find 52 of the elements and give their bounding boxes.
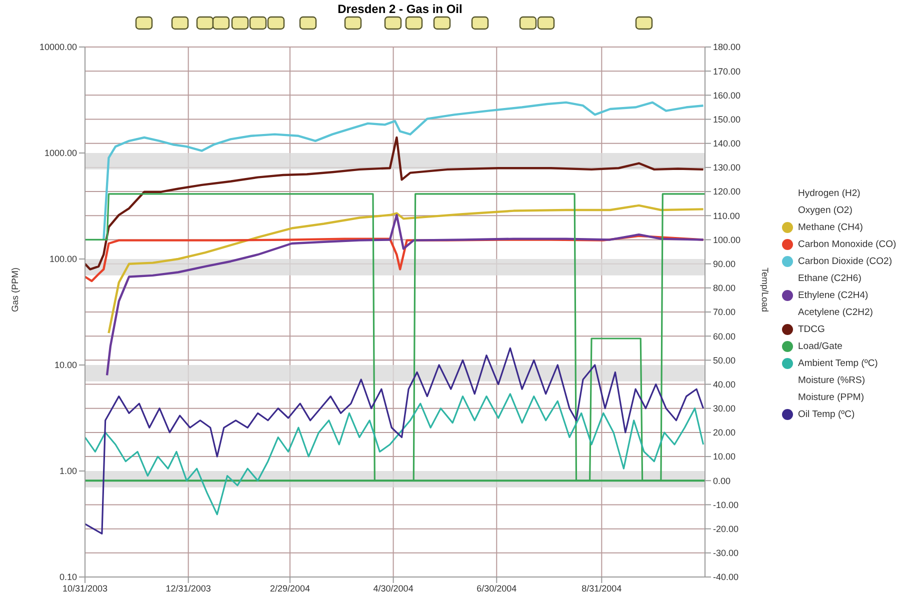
y2-tick-label: -30.00 <box>713 548 739 558</box>
y-tick-label: 100.00 <box>49 254 77 264</box>
y-tick-label: 1000.00 <box>44 148 77 158</box>
legend-label: Methane (CH4) <box>798 222 863 233</box>
y2-tick-label: 30.00 <box>713 404 736 414</box>
y2-tick-label: -20.00 <box>713 524 739 534</box>
legend-label: Carbon Monoxide (CO) <box>798 239 896 250</box>
y2-tick-label: 140.00 <box>713 138 741 149</box>
legend-label: Ethylene (C2H4) <box>798 290 868 301</box>
y2-tick-label: 150.00 <box>713 114 741 124</box>
y-axis-title: Gas (PPM) <box>10 267 20 312</box>
x-tick-label: 10/31/2003 <box>62 583 108 594</box>
y2-tick-label: 120.00 <box>713 186 741 197</box>
y2-tick-label: 60.00 <box>713 331 736 342</box>
chart-title: Dresden 2 - Gas in Oil <box>336 2 464 16</box>
y2-tick-label: -40.00 <box>713 572 739 582</box>
y2-tick-label: 70.00 <box>713 307 736 318</box>
y2-tick-label: 180.00 <box>713 42 741 52</box>
legend-label: TDCG <box>798 324 825 335</box>
x-tick-label: 12/31/2003 <box>166 583 211 594</box>
y-tick-label: 10.00 <box>54 360 77 370</box>
x-tick-label: 4/30/2004 <box>373 583 414 594</box>
x-tick-label: 2/29/2004 <box>270 583 310 594</box>
x-tick-label: 8/31/2004 <box>582 583 622 594</box>
y2-tick-label: 170.00 <box>713 66 741 76</box>
y2-tick-label: 80.00 <box>713 283 736 294</box>
y2-tick-label: 100.00 <box>713 234 741 245</box>
text: Moisture (%RS) <box>798 375 866 386</box>
text: Moisture (PPM) <box>798 392 864 403</box>
y-tick-label: 0.10 <box>59 572 77 582</box>
legend-label: Carbon Dioxide (CO2) <box>798 256 892 267</box>
y2-tick-label: 40.00 <box>713 379 736 390</box>
x-tick-label: 6/30/2004 <box>476 583 517 594</box>
y2-tick-label: 90.00 <box>713 259 736 270</box>
y-tick-label: 10000.00 <box>39 42 77 52</box>
legend-label: Oil Temp (ºC) <box>798 409 855 420</box>
y2-tick-label: 0.00 <box>713 476 731 486</box>
text: Oxygen (O2) <box>798 205 852 216</box>
y-tick-label: 1.00 <box>59 466 77 476</box>
text: Ethane (C2H6) <box>798 273 862 284</box>
y2-tick-label: 160.00 <box>713 90 741 100</box>
y2-tick-label: -10.00 <box>713 500 739 510</box>
y2-tick-label: 130.00 <box>713 162 741 173</box>
legend-label: Ambient Temp (ºC) <box>798 358 878 369</box>
legend-label: Load/Gate <box>798 341 842 352</box>
y2-axis-title: Temp/Load <box>760 267 770 312</box>
text: Acetylene (C2H2) <box>798 307 873 318</box>
y2-tick-label: 50.00 <box>713 355 736 366</box>
y2-tick-label: 110.00 <box>713 210 740 221</box>
y2-tick-label: 20.00 <box>713 428 736 438</box>
y2-tick-label: 10.00 <box>713 452 736 462</box>
text: Hydrogen (H2) <box>798 188 860 199</box>
